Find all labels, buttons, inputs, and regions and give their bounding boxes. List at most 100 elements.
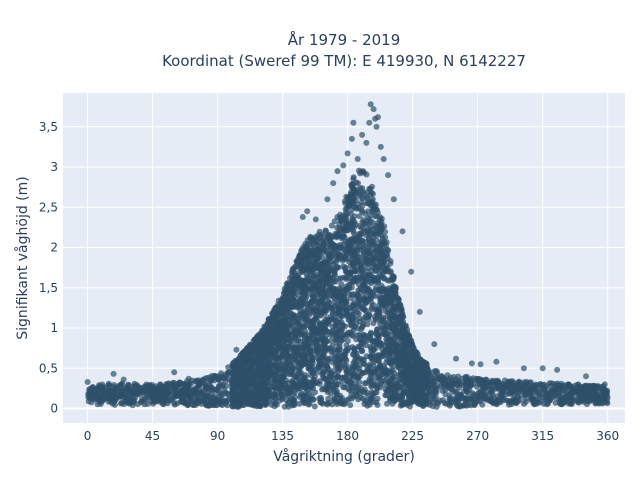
data-point [370,302,377,308]
data-point [359,370,366,377]
data-point [359,267,366,274]
data-point [310,240,317,247]
data-point [442,387,449,393]
data-point [356,390,363,397]
data-point [537,392,544,399]
data-point [514,394,521,401]
data-point [333,330,340,337]
data-point [397,316,404,322]
data-point [305,365,312,372]
data-point [302,290,308,297]
data-point [356,244,363,251]
data-point [378,215,385,222]
data-point [381,223,388,230]
data-point [339,296,345,303]
data-point [340,263,347,270]
data-point [289,269,296,276]
data-point [367,329,374,336]
data-point [604,400,611,407]
data-point [350,174,357,181]
data-point [381,363,387,370]
data-point [376,245,383,252]
data-point [272,304,279,311]
data-point [331,242,338,249]
data-point [368,395,375,402]
data-point [460,382,467,389]
data-point [126,400,133,407]
data-point [272,376,279,383]
data-point [356,213,363,220]
data-point [361,386,368,393]
data-point [386,379,393,386]
data-point [440,397,446,404]
data-point [316,357,323,364]
data-point [295,359,302,366]
data-point [220,375,226,382]
data-point [366,368,373,375]
data-point [307,251,314,258]
data-point [395,356,401,363]
data-point [97,398,104,405]
data-point [382,234,389,241]
data-point [345,256,352,263]
data-point [356,302,363,309]
data-point [377,379,384,386]
data-point [358,199,365,206]
data-point [389,290,396,297]
data-point [208,398,215,405]
data-point [157,385,164,392]
data-point [237,384,244,391]
data-point [279,308,286,315]
data-point [351,187,358,194]
data-point [350,351,357,358]
data-point [174,400,181,407]
data-point [327,313,334,320]
data-point [387,348,394,355]
data-point [446,392,453,399]
data-point [192,402,199,408]
data-point [315,364,322,371]
data-point [186,390,193,397]
data-point [343,362,350,369]
data-point [356,365,363,372]
data-point [371,313,378,320]
data-point [515,383,522,390]
data-point [235,367,241,374]
data-point [380,252,387,259]
data-point [350,279,357,286]
data-point [315,274,322,281]
data-point [295,281,302,288]
data-point [285,400,291,407]
data-point [499,382,506,389]
data-point [357,289,364,296]
data-point [231,394,238,401]
data-point [129,391,136,398]
data-point [372,224,379,231]
data-point [289,378,296,384]
data-point [473,375,480,382]
data-point [577,385,583,392]
data-point [345,396,352,402]
data-point [388,275,395,282]
data-point [511,387,518,394]
data-point [365,236,372,243]
data-point [310,331,317,338]
data-point [379,324,386,331]
data-point [241,366,247,373]
data-point [231,372,238,378]
data-point [366,401,373,408]
data-point [542,385,548,391]
data-point [452,397,459,404]
data-point [306,395,313,402]
data-point [212,393,218,400]
data-point [329,401,336,408]
data-point [386,309,393,316]
data-point [360,320,367,327]
data-point [393,381,400,388]
data-point [375,357,382,364]
data-point [203,375,210,381]
data-point [363,268,370,275]
data-point [259,381,266,388]
data-point [398,384,405,391]
data-point [286,286,293,293]
